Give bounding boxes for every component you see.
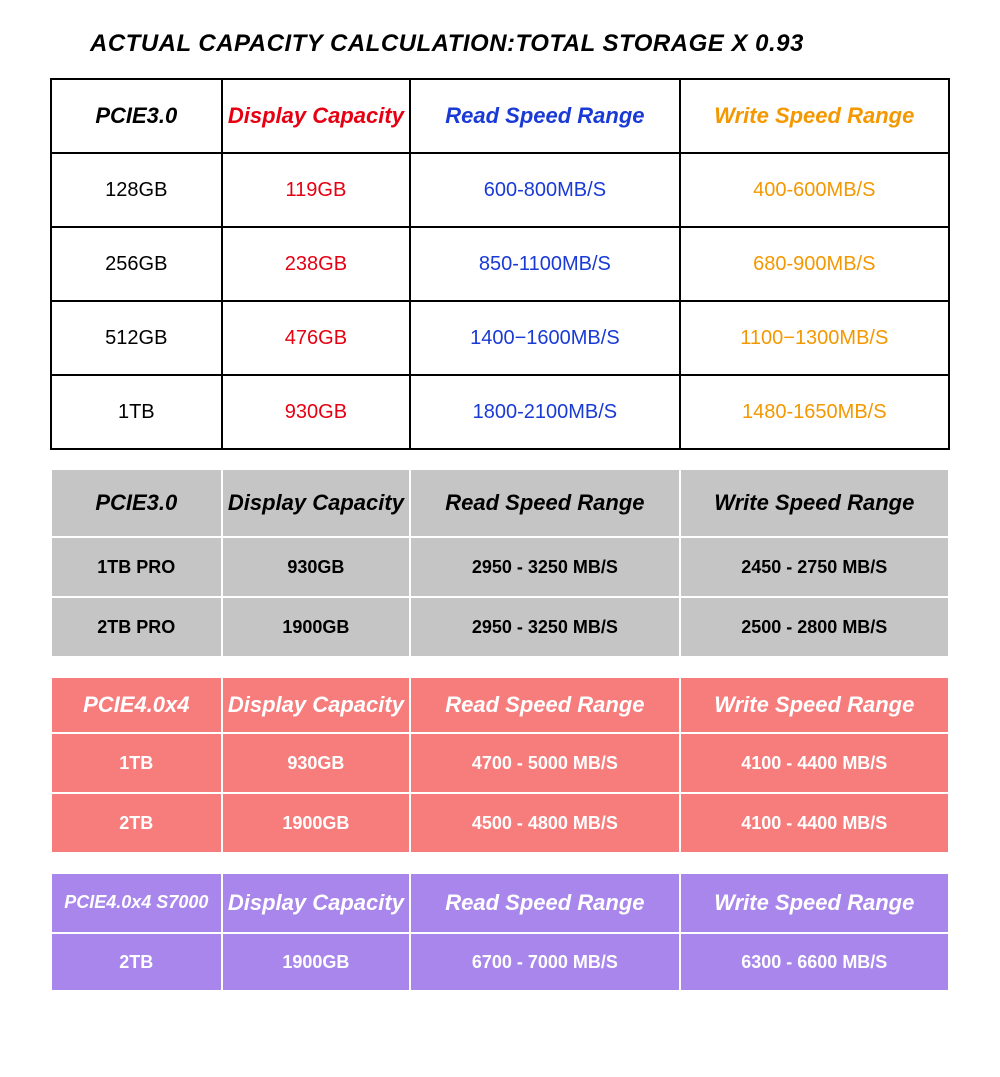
cell-write: 2450 - 2750 MB/S [680, 537, 949, 597]
header-display: Display Capacity [222, 469, 411, 537]
header-display: Display Capacity [222, 677, 411, 733]
cell-display: 238GB [222, 227, 411, 301]
table-row: 2TB PRO 1900GB 2950 - 3250 MB/S 2500 - 2… [51, 597, 949, 657]
cell-display: 476GB [222, 301, 411, 375]
table-row: 2TB 1900GB 6700 - 7000 MB/S 6300 - 6600 … [51, 933, 949, 991]
cell-read: 1800-2100MB/S [410, 375, 679, 449]
cell-read: 2950 - 3250 MB/S [410, 597, 679, 657]
header-product: PCIE4.0x4 [51, 677, 222, 733]
cell-product: 2TB [51, 933, 222, 991]
capacity-table-pcie4: PCIE4.0x4 Display Capacity Read Speed Ra… [50, 676, 950, 854]
header-write: Write Speed Range [680, 873, 949, 933]
header-display: Display Capacity [222, 79, 411, 153]
cell-read: 6700 - 7000 MB/S [410, 933, 679, 991]
table-row: 1TB 930GB 4700 - 5000 MB/S 4100 - 4400 M… [51, 733, 949, 793]
table-row: 128GB 119GB 600-800MB/S 400-600MB/S [51, 153, 949, 227]
cell-read: 850-1100MB/S [410, 227, 679, 301]
header-product: PCIE4.0x4 S7000 [51, 873, 222, 933]
cell-read: 4700 - 5000 MB/S [410, 733, 679, 793]
cell-product: 1TB [51, 733, 222, 793]
cell-product: 256GB [51, 227, 222, 301]
cell-write: 680-900MB/S [680, 227, 949, 301]
table-header-row: PCIE3.0 Display Capacity Read Speed Rang… [51, 469, 949, 537]
cell-write: 4100 - 4400 MB/S [680, 733, 949, 793]
cell-write: 4100 - 4400 MB/S [680, 793, 949, 853]
cell-write: 2500 - 2800 MB/S [680, 597, 949, 657]
cell-product: 1TB PRO [51, 537, 222, 597]
cell-product: 2TB [51, 793, 222, 853]
cell-product: 1TB [51, 375, 222, 449]
cell-display: 1900GB [222, 597, 411, 657]
capacity-table-pcie4-s7000: PCIE4.0x4 S7000 Display Capacity Read Sp… [50, 872, 950, 992]
table-row: 512GB 476GB 1400−1600MB/S 1100−1300MB/S [51, 301, 949, 375]
header-read: Read Speed Range [410, 677, 679, 733]
cell-display: 930GB [222, 375, 411, 449]
cell-display: 1900GB [222, 793, 411, 853]
table-row: 256GB 238GB 850-1100MB/S 680-900MB/S [51, 227, 949, 301]
cell-write: 1100−1300MB/S [680, 301, 949, 375]
header-write: Write Speed Range [680, 677, 949, 733]
header-read: Read Speed Range [410, 469, 679, 537]
header-product: PCIE3.0 [51, 79, 222, 153]
cell-write: 400-600MB/S [680, 153, 949, 227]
header-write: Write Speed Range [680, 79, 949, 153]
capacity-table-pcie3-pro: PCIE3.0 Display Capacity Read Speed Rang… [50, 468, 950, 658]
cell-product: 2TB PRO [51, 597, 222, 657]
cell-write: 6300 - 6600 MB/S [680, 933, 949, 991]
cell-display: 930GB [222, 537, 411, 597]
cell-read: 600-800MB/S [410, 153, 679, 227]
table-header-row: PCIE3.0 Display Capacity Read Speed Rang… [51, 79, 949, 153]
cell-product: 512GB [51, 301, 222, 375]
cell-product: 128GB [51, 153, 222, 227]
table-header-row: PCIE4.0x4 S7000 Display Capacity Read Sp… [51, 873, 949, 933]
table-row: 1TB PRO 930GB 2950 - 3250 MB/S 2450 - 27… [51, 537, 949, 597]
header-read: Read Speed Range [410, 79, 679, 153]
cell-read: 4500 - 4800 MB/S [410, 793, 679, 853]
cell-read: 2950 - 3250 MB/S [410, 537, 679, 597]
header-display: Display Capacity [222, 873, 411, 933]
cell-display: 930GB [222, 733, 411, 793]
header-product: PCIE3.0 [51, 469, 222, 537]
page-title: ACTUAL CAPACITY CALCULATION:TOTAL STORAG… [90, 30, 960, 58]
capacity-table-pcie3: PCIE3.0 Display Capacity Read Speed Rang… [50, 78, 950, 450]
table-row: 2TB 1900GB 4500 - 4800 MB/S 4100 - 4400 … [51, 793, 949, 853]
header-write: Write Speed Range [680, 469, 949, 537]
cell-display: 119GB [222, 153, 411, 227]
table-header-row: PCIE4.0x4 Display Capacity Read Speed Ra… [51, 677, 949, 733]
table-row: 1TB 930GB 1800-2100MB/S 1480-1650MB/S [51, 375, 949, 449]
cell-write: 1480-1650MB/S [680, 375, 949, 449]
header-read: Read Speed Range [410, 873, 679, 933]
cell-read: 1400−1600MB/S [410, 301, 679, 375]
cell-display: 1900GB [222, 933, 411, 991]
